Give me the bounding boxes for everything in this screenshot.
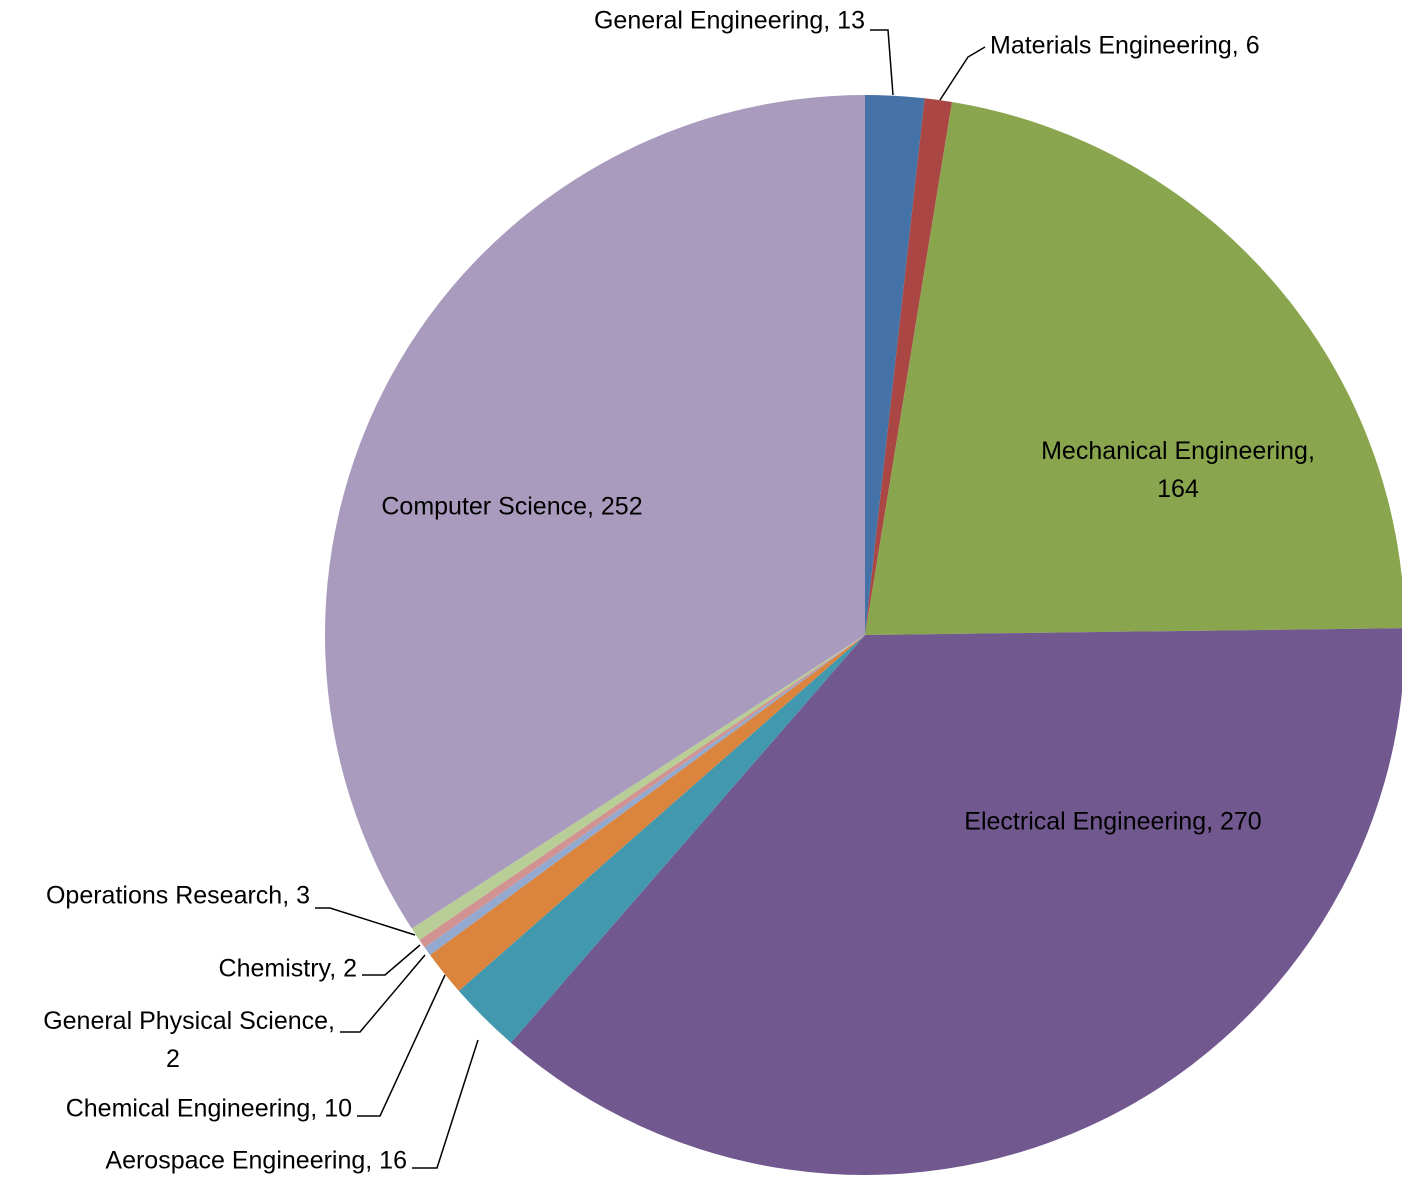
leader-line bbox=[412, 1039, 479, 1169]
pie-slice bbox=[419, 635, 865, 948]
label-line: 2 bbox=[166, 1045, 180, 1073]
pie-slice bbox=[865, 98, 952, 636]
data-label: Aerospace Engineering, 16 bbox=[105, 1147, 407, 1175]
label-line: General Physical Science, bbox=[43, 1007, 335, 1035]
pie-slice bbox=[458, 635, 865, 1043]
label-line: Mechanical Engineering, bbox=[1041, 437, 1315, 465]
pie-slice bbox=[865, 95, 925, 635]
data-label: Operations Research, 3 bbox=[46, 882, 310, 910]
leader-line bbox=[870, 29, 894, 96]
pie-slice bbox=[411, 635, 865, 941]
leader-line bbox=[357, 974, 446, 1117]
leader-line bbox=[340, 954, 426, 1033]
leader-line bbox=[315, 907, 416, 936]
data-label: General Engineering, 13 bbox=[594, 7, 865, 35]
data-label: Materials Engineering, 6 bbox=[990, 32, 1260, 60]
data-label: Chemistry, 2 bbox=[219, 955, 357, 983]
pie-slice bbox=[424, 635, 865, 956]
pie-slice bbox=[865, 102, 1402, 635]
leader-line bbox=[362, 944, 421, 976]
pie-slice bbox=[510, 628, 1402, 1175]
pie-slice bbox=[325, 95, 865, 929]
data-label: Electrical Engineering, 270 bbox=[964, 808, 1261, 836]
data-label: Chemical Engineering, 10 bbox=[66, 1095, 352, 1123]
data-label: Computer Science, 252 bbox=[381, 493, 642, 521]
pie-slice bbox=[430, 635, 865, 991]
data-label: Mechanical Engineering, 164 bbox=[1041, 437, 1315, 503]
label-line: 164 bbox=[1157, 475, 1199, 503]
leader-line bbox=[939, 46, 986, 101]
data-label: General Physical Science, 2 bbox=[43, 1007, 335, 1073]
